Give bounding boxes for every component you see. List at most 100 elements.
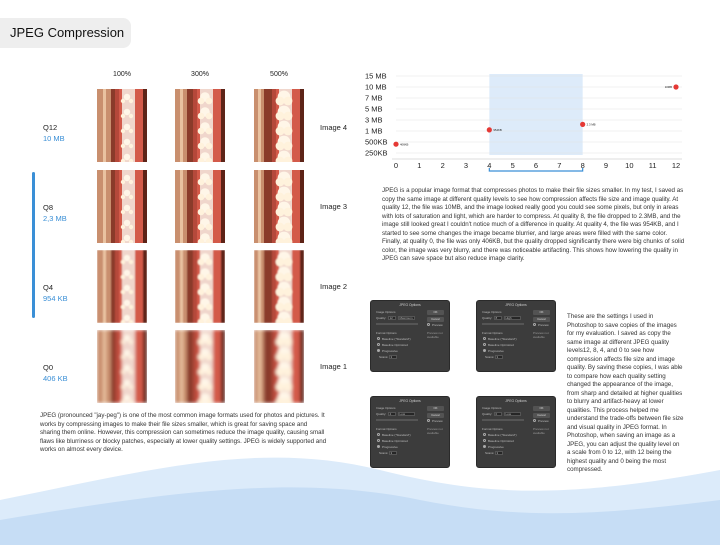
sample-image xyxy=(97,170,147,243)
jpeg-options-dialog: JPEG Options OK Cancel Image Options Qua… xyxy=(476,300,556,372)
image-label-2: Image 2 xyxy=(320,282,348,291)
y-tick-label: 7 MB xyxy=(365,94,383,103)
radio-baseline-standard[interactable] xyxy=(377,337,380,340)
preview-checkbox[interactable] xyxy=(427,323,430,326)
sample-image xyxy=(175,330,225,403)
quality-level: High xyxy=(505,316,512,320)
radio-baseline-optimized[interactable] xyxy=(483,439,486,442)
quality-slider[interactable] xyxy=(482,323,524,325)
page-title: JPEG Compression xyxy=(0,18,131,48)
quality-level-select[interactable] xyxy=(398,411,415,416)
quality-slider[interactable] xyxy=(482,419,524,421)
quality-input[interactable] xyxy=(388,411,396,416)
radio-baseline-standard[interactable] xyxy=(377,433,380,436)
column-header-500: 500% xyxy=(270,71,288,78)
y-tick-label: 1 MB xyxy=(365,127,383,136)
image-options-label: Image Options xyxy=(482,310,502,314)
preview-checkbox[interactable] xyxy=(533,323,536,326)
quality-name: Q12 xyxy=(43,123,58,132)
scans-select[interactable] xyxy=(389,450,397,455)
y-tick-label: 3 MB xyxy=(365,116,383,125)
x-tick-label: 7 xyxy=(557,161,561,170)
quality-input[interactable] xyxy=(494,315,502,320)
quality-level-select[interactable] xyxy=(398,315,415,320)
data-point xyxy=(673,84,679,90)
x-tick-label: 9 xyxy=(604,161,608,170)
preview-checkbox[interactable] xyxy=(427,419,430,422)
highlight-band xyxy=(489,74,583,155)
scans-select[interactable] xyxy=(495,354,503,359)
quality-level-select[interactable] xyxy=(504,315,521,320)
x-tick-label: 1 xyxy=(417,161,421,170)
sample-image xyxy=(97,330,147,403)
image-label-1: Image 1 xyxy=(320,362,348,371)
quality-input[interactable] xyxy=(494,411,502,416)
preview-label: Preview xyxy=(432,419,443,423)
radio-progressive[interactable] xyxy=(483,349,486,352)
quality-level-select[interactable] xyxy=(504,411,521,416)
radio-baseline-optimized[interactable] xyxy=(377,343,380,346)
baseline-standard-label: Baseline ("Standard") xyxy=(488,337,517,341)
x-tick-label: 3 xyxy=(464,161,468,170)
cancel-button[interactable]: Cancel xyxy=(533,317,550,322)
quality-size: 10 MB xyxy=(43,134,65,143)
scans-select[interactable] xyxy=(495,450,503,455)
baseline-standard-label: Baseline ("Standard") xyxy=(488,433,517,437)
settings-description: These are the settings I used in Photosh… xyxy=(567,313,684,473)
sample-image xyxy=(254,89,304,162)
x-tick-label: 0 xyxy=(394,161,398,170)
radio-baseline-optimized[interactable] xyxy=(377,439,380,442)
cancel-button[interactable]: Cancel xyxy=(427,413,444,418)
quality-label-q0: Q0 406 KB xyxy=(43,362,68,384)
quality-input[interactable] xyxy=(388,315,396,320)
data-label: 10MB xyxy=(665,85,672,89)
sample-image xyxy=(175,89,225,162)
radio-progressive[interactable] xyxy=(483,445,486,448)
quality-label: Quality: xyxy=(482,412,493,416)
cancel-button[interactable]: Cancel xyxy=(427,317,444,322)
ok-button[interactable]: OK xyxy=(533,310,550,315)
x-tick-label: 12 xyxy=(672,161,680,170)
scans-value: 3 xyxy=(496,355,499,359)
image-options-label: Image Options xyxy=(376,310,396,314)
preview-checkbox[interactable] xyxy=(533,419,536,422)
radio-baseline-optimized[interactable] xyxy=(483,343,486,346)
y-tick-label: 10 MB xyxy=(365,83,387,92)
format-options-label: Format Options xyxy=(376,427,397,431)
sample-image xyxy=(175,170,225,243)
quality-name: Q8 xyxy=(43,203,54,212)
jpeg-options-dialog: JPEG Options OK Cancel Image Options Qua… xyxy=(370,396,450,468)
quality-slider[interactable] xyxy=(376,419,418,421)
scans-value: 3 xyxy=(390,451,393,455)
quality-slider[interactable] xyxy=(376,323,418,325)
ok-button[interactable]: OK xyxy=(427,310,444,315)
quality-size: 2,3 MB xyxy=(43,214,67,223)
radio-baseline-standard[interactable] xyxy=(483,433,486,436)
ok-button[interactable]: OK xyxy=(427,406,444,411)
column-header-300: 300% xyxy=(191,71,209,78)
scans-select[interactable] xyxy=(389,354,397,359)
quality-value: 0 xyxy=(495,412,498,416)
quality-level: Low xyxy=(399,412,406,416)
dialog-title: JPEG Options xyxy=(399,303,421,307)
quality-label-q8: Q8 2,3 MB xyxy=(43,202,67,224)
y-tick-label: 15 MB xyxy=(365,72,387,81)
dialog-title: JPEG Options xyxy=(399,399,421,403)
baseline-standard-label: Baseline ("Standard") xyxy=(382,337,411,341)
progressive-label: Progressive xyxy=(488,349,504,353)
chart-description: JPEG is a popular image format that comp… xyxy=(382,187,685,262)
radio-progressive[interactable] xyxy=(377,349,380,352)
ok-button[interactable]: OK xyxy=(533,406,550,411)
radio-progressive[interactable] xyxy=(377,445,380,448)
scans-value: 3 xyxy=(390,355,393,359)
image-options-label: Image Options xyxy=(376,406,396,410)
y-tick-label: 5 MB xyxy=(365,105,383,114)
radio-baseline-standard[interactable] xyxy=(483,337,486,340)
x-tick-label: 8 xyxy=(581,161,585,170)
preview-label: Preview xyxy=(538,323,549,327)
scans-value: 3 xyxy=(496,451,499,455)
cancel-button[interactable]: Cancel xyxy=(533,413,550,418)
quality-value: 12 xyxy=(389,316,393,320)
quality-name: Q4 xyxy=(43,283,54,292)
